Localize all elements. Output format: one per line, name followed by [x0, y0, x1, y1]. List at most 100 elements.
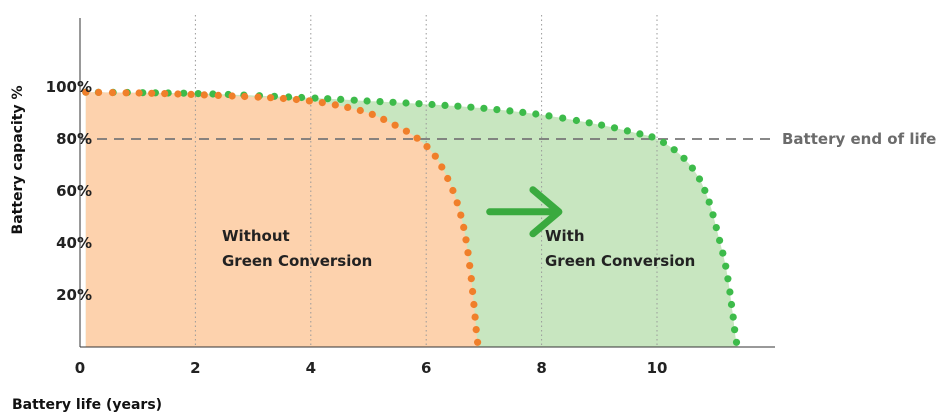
without-curve-dot: [254, 93, 262, 101]
with-curve-dot: [648, 133, 656, 141]
without-curve-dot: [471, 313, 479, 321]
without-curve-dot: [356, 106, 364, 115]
with-curve-dot: [480, 104, 488, 112]
vertical-gridlines: [194, 15, 658, 347]
without-curve-dot: [453, 199, 461, 207]
with-curve-dot: [467, 103, 475, 111]
without-curve-dot: [344, 103, 352, 111]
without-curve-dot: [331, 101, 339, 109]
with-curve-dot: [712, 224, 720, 232]
with-curve-dot: [337, 95, 345, 103]
x-tick-label: 0: [75, 359, 85, 377]
with-curve-dot: [180, 89, 188, 97]
with-curve-dot: [545, 112, 553, 120]
without-curve-dot: [122, 89, 130, 97]
without-curve-dot: [148, 89, 156, 97]
y-axis-title: Battery capacity %: [10, 86, 26, 235]
without-curve-dot: [292, 95, 300, 104]
with-curve-dot: [716, 236, 724, 244]
without-curve-dot: [474, 338, 482, 346]
area-fills: [85, 92, 738, 347]
with-curve-dot: [722, 262, 730, 270]
with-curve-dot: [670, 146, 678, 154]
without-curve-dot: [368, 110, 376, 118]
series-dots: [82, 88, 741, 346]
arrow-head: [529, 186, 563, 238]
with-curve-dot: [585, 119, 593, 127]
without-curve-dot: [241, 92, 249, 101]
with-curve-dot: [194, 90, 202, 98]
without-curve-dot: [279, 94, 287, 103]
without-curve-dot: [391, 121, 399, 129]
with-curve-dot: [572, 116, 581, 125]
with-curve-dot: [493, 106, 501, 114]
with-curve-dot: [705, 198, 713, 206]
without-curve-dot: [187, 90, 195, 98]
without-curve-dot: [267, 94, 275, 102]
without-curve-dot: [135, 89, 143, 97]
y-tick-label: 80%: [56, 130, 92, 148]
with-curve-dot: [350, 96, 358, 104]
without-curve-dot: [464, 249, 472, 257]
without-curve-dot: [472, 326, 480, 334]
without-curve-dot: [462, 236, 470, 244]
without-curve-dot: [161, 90, 169, 98]
with-curve-dot: [311, 94, 319, 102]
y-tick-label: 100%: [46, 78, 92, 96]
without-curve-dot: [460, 223, 468, 231]
x-tick-label: 4: [306, 359, 316, 377]
without-curve-dot: [200, 91, 208, 99]
without-curve-dot: [380, 115, 388, 123]
with-curve-dot: [441, 101, 449, 109]
without-curve-dot: [228, 92, 236, 100]
with-region-label: With: [545, 227, 585, 245]
without-region-label: Green Conversion: [222, 252, 372, 270]
x-axis-title: Battery life (years): [12, 397, 162, 413]
with-curve-dot: [402, 99, 410, 107]
area-fill-without: [85, 92, 479, 347]
without-curve-dot: [108, 89, 117, 97]
with-curve-dot: [724, 275, 732, 283]
without-curve-dot: [305, 97, 313, 105]
end-of-life-label: Battery end of life: [782, 130, 936, 148]
with-curve-dot: [598, 121, 606, 129]
without-curve-dot: [214, 91, 222, 99]
with-curve-dot: [709, 211, 717, 219]
with-curve-dot: [559, 114, 567, 122]
with-curve-dot: [729, 313, 737, 321]
x-tick-label: 2: [190, 359, 200, 377]
without-curve-dot: [431, 152, 439, 160]
with-curve-dot: [506, 107, 514, 115]
with-curve-dot: [324, 95, 332, 103]
with-region-label: Green Conversion: [545, 252, 695, 270]
with-curve-dot: [519, 108, 527, 116]
with-curve-dot: [623, 127, 632, 135]
with-curve-dot: [363, 97, 371, 105]
with-curve-dot: [389, 98, 397, 106]
x-tick-label: 8: [536, 359, 546, 377]
with-curve-dot: [376, 98, 384, 106]
without-curve-dot: [467, 275, 475, 283]
without-curve-dot: [469, 287, 477, 296]
x-tick-label: 10: [647, 359, 668, 377]
with-curve-dot: [680, 154, 688, 162]
without-curve-dot: [95, 88, 103, 96]
with-curve-dot: [454, 102, 462, 110]
with-curve-dot: [428, 100, 436, 109]
with-curve-dot: [610, 124, 619, 132]
with-curve-dot: [731, 326, 739, 334]
with-curve-dot: [636, 130, 644, 138]
without-curve-dot: [423, 143, 431, 151]
with-curve-dot: [688, 164, 697, 172]
without-curve-dot: [466, 262, 474, 270]
without-curve-dot: [449, 186, 457, 195]
without-region-label: Without: [222, 227, 290, 245]
with-curve-dot: [701, 186, 709, 194]
without-curve-dot: [402, 127, 410, 135]
with-curve-dot: [732, 338, 741, 346]
axes: [79, 18, 775, 348]
with-curve-dot: [209, 90, 217, 98]
with-curve-dot: [532, 110, 540, 118]
with-curve-dot: [726, 288, 734, 296]
